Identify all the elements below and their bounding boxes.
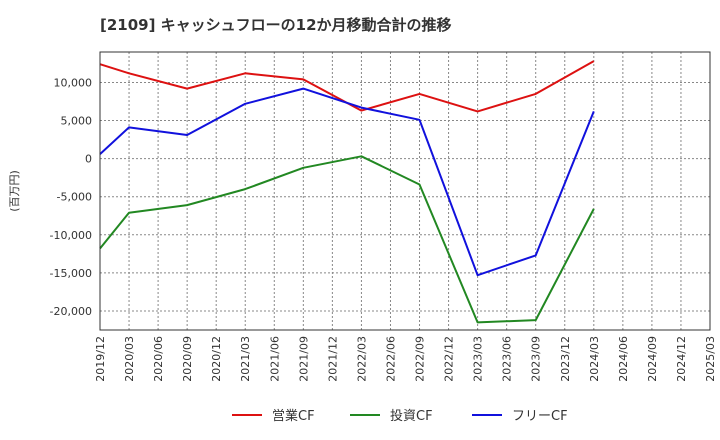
- x-tick-label: 2022/03: [355, 336, 368, 382]
- y-tick-label: -15,000: [50, 267, 92, 280]
- x-tick-label: 2019/12: [94, 336, 107, 382]
- x-tick-label: 2021/12: [326, 336, 339, 382]
- x-tick-label: 2023/09: [530, 336, 543, 382]
- x-tick-label: 2024/12: [675, 336, 688, 382]
- legend-item: フリーCF: [472, 409, 568, 424]
- x-tick-label: 2020/03: [123, 336, 136, 382]
- x-tick-label: 2022/09: [414, 336, 427, 382]
- series-line: [99, 155, 595, 324]
- legend-item: 投資CF: [350, 408, 433, 424]
- series-lines: [99, 60, 595, 324]
- y-tick-label: -20,000: [50, 305, 92, 318]
- legend-label: 投資CF: [390, 408, 433, 424]
- series-line: [99, 87, 595, 277]
- x-tick-label: 2021/06: [268, 336, 281, 382]
- grid: [100, 52, 710, 330]
- x-tick-label: 2024/09: [646, 336, 659, 382]
- y-tick-label: 0: [85, 153, 92, 166]
- x-tick-label: 2024/03: [588, 336, 601, 382]
- x-tick-label: 2025/03: [704, 336, 717, 382]
- legend-label: 営業CF: [272, 408, 315, 424]
- x-tick-label: 2023/06: [501, 336, 514, 382]
- chart-title: [2109] キャッシュフローの12か月移動合計の推移: [100, 16, 452, 34]
- x-tick-label: 2020/09: [181, 336, 194, 382]
- x-tick-label: 2021/09: [297, 336, 310, 382]
- plot-border: [99, 51, 711, 331]
- x-tick-labels: 2019/12 2020/03 2020/06 2020/09 2020/12 2021/…: [94, 336, 717, 382]
- plot-background: [100, 52, 710, 330]
- legend-item: 営業CF: [232, 408, 315, 424]
- y-tick-label: 5,000: [61, 115, 93, 128]
- x-tick-label: 2020/12: [210, 336, 223, 382]
- legend: 営業CF 投資CF フリーCF: [232, 408, 568, 424]
- legend-label: フリーCF: [512, 409, 568, 424]
- x-tick-label: 2022/12: [443, 336, 456, 382]
- x-tick-label: 2023/03: [472, 336, 485, 382]
- y-axis-label: (百万円): [8, 170, 21, 212]
- y-tick-label: 10,000: [54, 76, 93, 89]
- x-tick-label: 2023/12: [559, 336, 572, 382]
- x-tick-label: 2022/06: [384, 336, 397, 382]
- y-tick-labels: 10,000 5,000 0 -5,000 -10,000 -15,000 -20,000: [50, 76, 92, 317]
- x-tick-label: 2020/06: [152, 336, 165, 382]
- x-tick-label: 2021/03: [239, 336, 252, 382]
- y-tick-label: -5,000: [57, 191, 92, 204]
- y-tick-label: -10,000: [50, 229, 92, 242]
- series-line: [99, 60, 595, 113]
- x-tick-label: 2024/06: [617, 336, 630, 382]
